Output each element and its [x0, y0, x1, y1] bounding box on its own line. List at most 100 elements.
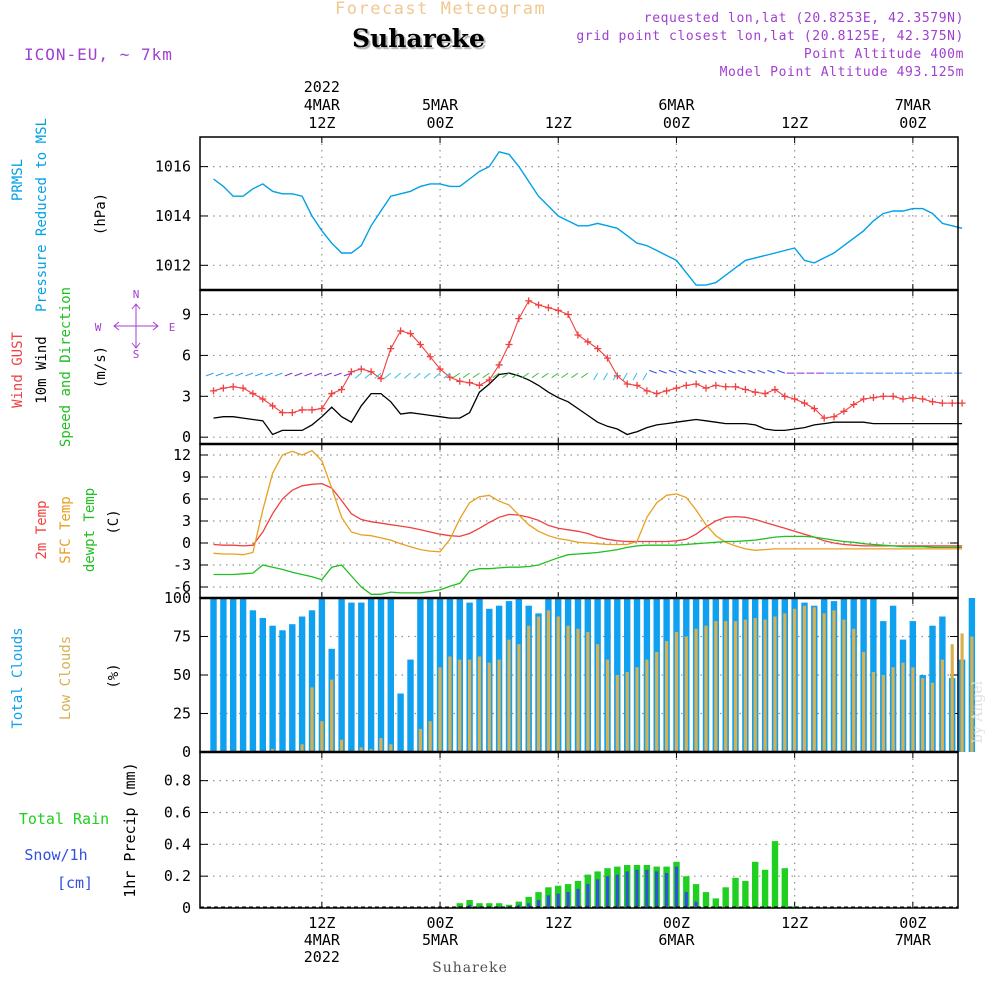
compass-south: S [133, 348, 140, 361]
bottom-time-label: 2022 [304, 948, 340, 966]
rain-bar [486, 903, 493, 908]
wind-direction-arrow [502, 372, 510, 379]
location-title: Suhareke [352, 24, 485, 53]
gust-marker [722, 383, 730, 391]
bottom-time-label: 5MAR [422, 931, 459, 949]
gust-marker [485, 376, 493, 384]
temperature-panel [200, 444, 958, 598]
wind-direction-arrow [314, 372, 323, 377]
gust-marker [840, 407, 848, 415]
temp-2m-label: 2m Temp [34, 500, 50, 559]
wind-direction-arrow [737, 369, 746, 374]
gust-marker [318, 405, 326, 413]
snow-bar [497, 906, 501, 908]
snow-bar [615, 874, 619, 908]
low-cloud-bar [901, 662, 905, 752]
gust-marker [633, 381, 641, 389]
gust-marker [801, 399, 808, 407]
snow-bar [605, 876, 610, 908]
rain-bar [702, 892, 710, 908]
gust-marker [860, 395, 868, 403]
wind-direction-arrow [622, 372, 628, 381]
wind-direction-arrow [374, 372, 382, 379]
low-cloud-bar [911, 667, 915, 752]
wind-direction-arrow [718, 369, 726, 374]
gust-marker [347, 368, 355, 376]
gust-marker [584, 338, 592, 346]
snow-bar [674, 866, 679, 908]
pressure-unit-label: (hPa) [93, 193, 109, 235]
top-time-label: 00Z [663, 114, 690, 132]
bottom-time-label: 7MAR [895, 931, 932, 949]
wind-direction-arrow [443, 372, 451, 379]
low-cloud-bar [586, 631, 590, 752]
rain-bar [781, 868, 788, 908]
top-time-label: 2022 [304, 78, 340, 96]
wind-frame [199, 289, 959, 445]
low-cloud-bar [793, 608, 797, 752]
rain-bar [466, 900, 473, 908]
gust-marker [357, 365, 365, 373]
gust-marker [781, 392, 789, 400]
wind-direction-arrow [678, 369, 687, 374]
pressure-line [213, 150, 963, 286]
low-cloud-bar [921, 678, 925, 752]
gust-marker [407, 330, 414, 338]
bottom-time-label: 00Z [663, 914, 690, 932]
bottom-time-label: 00Z [427, 914, 454, 932]
total-cloud-bar [367, 598, 375, 752]
low-cloud-label: Low Clouds [58, 636, 74, 720]
total-cloud-bar [308, 610, 316, 752]
low-cloud-bar [763, 619, 767, 752]
gust-label: Wind GUST [10, 332, 26, 408]
rain-bar [742, 880, 749, 908]
wind-direction-arrow [255, 372, 263, 377]
total-cloud-bar [279, 630, 286, 752]
gust-marker [604, 354, 611, 362]
snow-bar [596, 879, 600, 908]
low-cloud-bar [665, 641, 669, 752]
gust-marker [938, 399, 946, 407]
total-cloud-bar [220, 598, 227, 752]
low-cloud-bar [359, 747, 363, 752]
low-cloud-bar [468, 659, 472, 752]
bottom-time-label: 4MAR [304, 931, 341, 949]
low-cloud-bar [822, 613, 826, 752]
wind-direction-arrow [777, 369, 785, 374]
low-cloud-bar [645, 659, 649, 752]
gust-marker [702, 384, 710, 392]
footer-location: Suhareke [432, 960, 508, 976]
y-tick-label: 0 [182, 899, 191, 917]
bottom-time-label: 12Z [781, 914, 808, 932]
y-tick-label: 100 [164, 589, 191, 607]
y-tick-label: 1016 [155, 158, 191, 176]
snow-bar [546, 895, 550, 908]
low-cloud-bar [635, 667, 639, 752]
gust-marker [475, 381, 483, 389]
gust-marker [436, 365, 444, 373]
y-tick-label: 1012 [155, 256, 191, 274]
y-tick-label: 0.4 [164, 835, 191, 853]
rain-bar [476, 903, 483, 908]
gust-marker [229, 383, 237, 391]
wind-direction-arrow [727, 369, 736, 374]
gust-line [213, 300, 963, 419]
wind-panel [200, 290, 958, 444]
low-cloud-bar [300, 744, 304, 752]
wind-direction-arrow [324, 372, 332, 377]
dewpoint-label: dewpt Temp [82, 488, 98, 572]
gust-marker [554, 306, 562, 314]
snow-bar [645, 869, 649, 908]
wind-direction-arrow [364, 372, 372, 379]
y-tick-label: 75 [173, 628, 191, 646]
wind-direction-arrow [698, 369, 707, 374]
pressure-label: Pressure Reduced to MSL [34, 118, 50, 312]
rain-bar [722, 887, 729, 908]
y-tick-label: 6 [182, 490, 191, 508]
low-cloud-bar [852, 628, 856, 752]
gust-marker [820, 414, 828, 422]
gust-marker [446, 373, 454, 381]
wind-direction-arrow [404, 372, 411, 379]
low-cloud-bar [960, 633, 964, 752]
wind-direction-arrow [225, 372, 234, 377]
